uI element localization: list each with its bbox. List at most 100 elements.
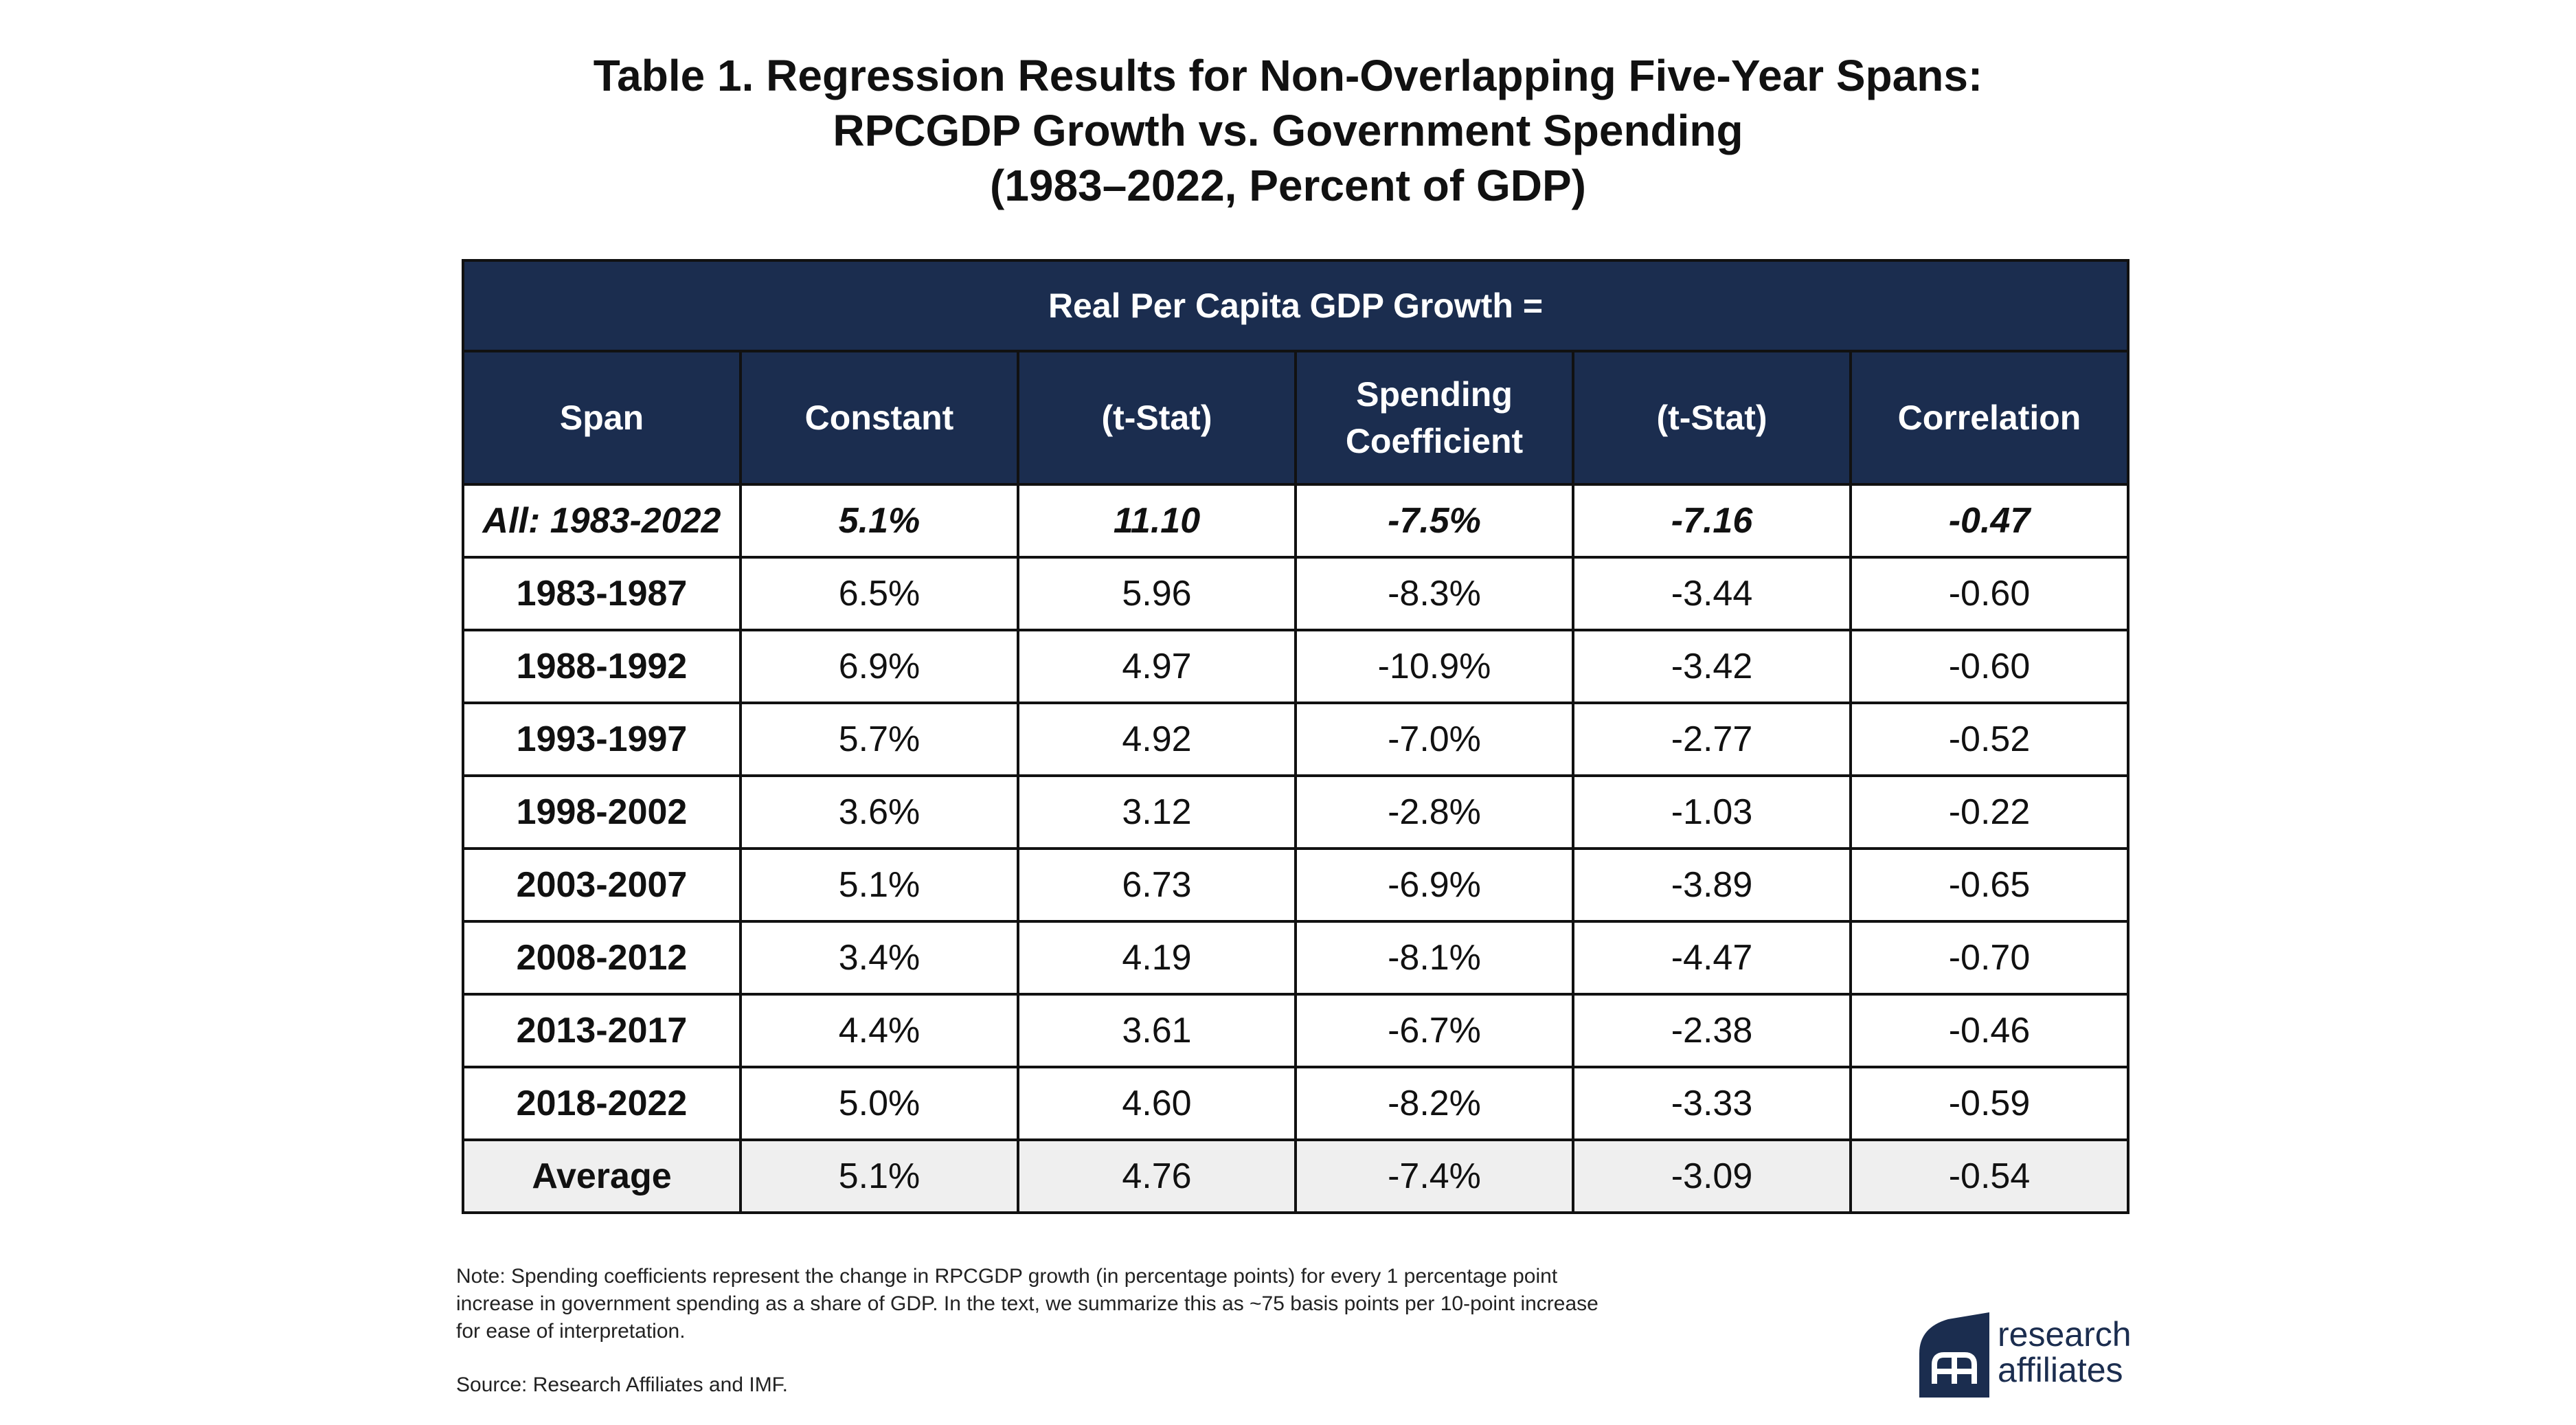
title-line-1: Table 1. Regression Results for Non-Over…: [593, 51, 1983, 100]
table-row: 2003-2007 5.1% 6.73 -6.9% -3.89 -0.65: [462, 847, 2129, 923]
table-row: 2008-2012 3.4% 4.19 -8.1% -4.47 -0.70: [462, 920, 2129, 996]
column-header-label: Span: [559, 399, 644, 437]
cell-spending-coefficient: -7.0%: [1294, 702, 1574, 777]
cell-t-stat-constant: 6.73: [1017, 847, 1297, 923]
column-header-label-line2: Coefficient: [1345, 422, 1524, 460]
cell-span: 2008-2012: [462, 920, 742, 996]
cell-constant: 5.1%: [739, 847, 1019, 923]
cell-correlation: -0.52: [1849, 702, 2129, 777]
logo-mark-icon: [1919, 1312, 1989, 1398]
logo-text-line-1: research: [1998, 1315, 2132, 1354]
cell-correlation: -0.46: [1849, 993, 2129, 1068]
cell-t-stat-constant: 4.76: [1017, 1138, 1297, 1214]
table-row: 1983-1987 6.5% 5.96 -8.3% -3.44 -0.60: [462, 556, 2129, 631]
cell-t-stat-spending: -2.77: [1572, 702, 1852, 777]
column-header-row: Span Constant (t-Stat) Spending Coefficie…: [462, 350, 2129, 486]
cell-constant: 3.6%: [739, 774, 1019, 850]
cell-span: 1988-1992: [462, 629, 742, 704]
cell-spending-coefficient: -8.1%: [1294, 920, 1574, 996]
column-header-t-stat-constant: (t-Stat): [1017, 350, 1297, 486]
cell-spending-coefficient: -7.4%: [1294, 1138, 1574, 1214]
cell-span: 2018-2022: [462, 1066, 742, 1141]
cell-t-stat-constant: 4.92: [1017, 702, 1297, 777]
cell-t-stat-constant: 4.19: [1017, 920, 1297, 996]
table-title: Table 1. Regression Results for Non-Over…: [0, 48, 2576, 213]
cell-span: Average: [462, 1138, 742, 1214]
cell-correlation: -0.22: [1849, 774, 2129, 850]
cell-t-stat-spending: -3.33: [1572, 1066, 1852, 1141]
note-line-1: Note: Spending coefficients represent th…: [456, 1265, 1558, 1288]
cell-spending-coefficient: -7.5%: [1294, 483, 1574, 559]
table-row: 1988-1992 6.9% 4.97 -10.9% -3.42 -0.60: [462, 629, 2129, 704]
cell-t-stat-spending: -3.44: [1572, 556, 1852, 631]
cell-spending-coefficient: -8.3%: [1294, 556, 1574, 631]
cell-span: 2013-2017: [462, 993, 742, 1068]
cell-spending-coefficient: -10.9%: [1294, 629, 1574, 704]
column-header-label: Constant: [804, 399, 954, 437]
cell-span: 1998-2002: [462, 774, 742, 850]
cell-correlation: -0.59: [1849, 1066, 2129, 1141]
cell-spending-coefficient: -6.7%: [1294, 993, 1574, 1068]
source-note: Source: Research Affiliates and IMF.: [456, 1373, 789, 1396]
table-row: 1998-2002 3.6% 3.12 -2.8% -1.03 -0.22: [462, 774, 2129, 850]
cell-constant: 5.0%: [739, 1066, 1019, 1141]
regression-table: Real Per Capita GDP Growth = Span Consta…: [462, 259, 2129, 1214]
cell-constant: 5.1%: [739, 1138, 1019, 1214]
title-line-3: (1983–2022, Percent of GDP): [990, 161, 1586, 210]
table-note: Note: Spending coefficients represent th…: [456, 1263, 1775, 1345]
cell-correlation: -0.60: [1849, 629, 2129, 704]
table-row: 1993-1997 5.7% 4.92 -7.0% -2.77 -0.52: [462, 702, 2129, 777]
cell-t-stat-spending: -3.09: [1572, 1138, 1852, 1214]
cell-t-stat-spending: -2.38: [1572, 993, 1852, 1068]
column-header-label: (t-Stat): [1656, 399, 1767, 437]
cell-t-stat-constant: 4.60: [1017, 1066, 1297, 1141]
cell-constant: 6.5%: [739, 556, 1019, 631]
table-body: All: 1983-2022 5.1% 11.10 -7.5% -7.16 -0.47 19…: [462, 483, 2129, 1214]
title-line-2: RPCGDP Growth vs. Government Spending: [833, 106, 1743, 155]
cell-spending-coefficient: -6.9%: [1294, 847, 1574, 923]
column-header-correlation: Correlation: [1849, 350, 2129, 486]
column-header-label: Spending: [1356, 375, 1513, 414]
column-header-label: Correlation: [1897, 399, 2081, 437]
cell-spending-coefficient: -8.2%: [1294, 1066, 1574, 1141]
cell-correlation: -0.65: [1849, 847, 2129, 923]
cell-t-stat-spending: -4.47: [1572, 920, 1852, 996]
cell-constant: 3.4%: [739, 920, 1019, 996]
cell-correlation: -0.70: [1849, 920, 2129, 996]
cell-t-stat-constant: 11.10: [1017, 483, 1297, 559]
cell-constant: 5.7%: [739, 702, 1019, 777]
cell-t-stat-spending: -3.42: [1572, 629, 1852, 704]
cell-span: 1983-1987: [462, 556, 742, 631]
column-header-span: Span: [462, 350, 742, 486]
cell-t-stat-spending: -1.03: [1572, 774, 1852, 850]
super-header: Real Per Capita GDP Growth =: [462, 259, 2129, 352]
column-header-t-stat-spending: (t-Stat): [1572, 350, 1852, 486]
research-affiliates-logo: research affiliates: [1917, 1312, 2143, 1399]
cell-span: All: 1983-2022: [462, 483, 742, 559]
note-line-2: increase in government spending as a sha…: [456, 1292, 1598, 1315]
table-row: 2018-2022 5.0% 4.60 -8.2% -3.33 -0.59: [462, 1066, 2129, 1141]
cell-spending-coefficient: -2.8%: [1294, 774, 1574, 850]
cell-correlation: -0.60: [1849, 556, 2129, 631]
table-row: Average 5.1% 4.76 -7.4% -3.09 -0.54: [462, 1138, 2129, 1214]
logo-wordmark: research affiliates: [1998, 1316, 2132, 1388]
note-line-3: for ease of interpretation.: [456, 1320, 686, 1343]
table-row: 2013-2017 4.4% 3.61 -6.7% -2.38 -0.46: [462, 993, 2129, 1068]
cell-t-stat-constant: 3.12: [1017, 774, 1297, 850]
cell-t-stat-spending: -3.89: [1572, 847, 1852, 923]
cell-span: 1993-1997: [462, 702, 742, 777]
cell-span: 2003-2007: [462, 847, 742, 923]
cell-constant: 6.9%: [739, 629, 1019, 704]
cell-t-stat-constant: 5.96: [1017, 556, 1297, 631]
cell-correlation: -0.54: [1849, 1138, 2129, 1214]
cell-t-stat-constant: 3.61: [1017, 993, 1297, 1068]
column-header-label: (t-Stat): [1101, 399, 1212, 437]
column-header-spending-coefficient: Spending Coefficient: [1294, 350, 1574, 486]
cell-t-stat-spending: -7.16: [1572, 483, 1852, 559]
cell-constant: 4.4%: [739, 993, 1019, 1068]
cell-constant: 5.1%: [739, 483, 1019, 559]
cell-t-stat-constant: 4.97: [1017, 629, 1297, 704]
cell-correlation: -0.47: [1849, 483, 2129, 559]
logo-text-line-2: affiliates: [1998, 1351, 2123, 1389]
super-header-row: Real Per Capita GDP Growth =: [462, 259, 2129, 352]
